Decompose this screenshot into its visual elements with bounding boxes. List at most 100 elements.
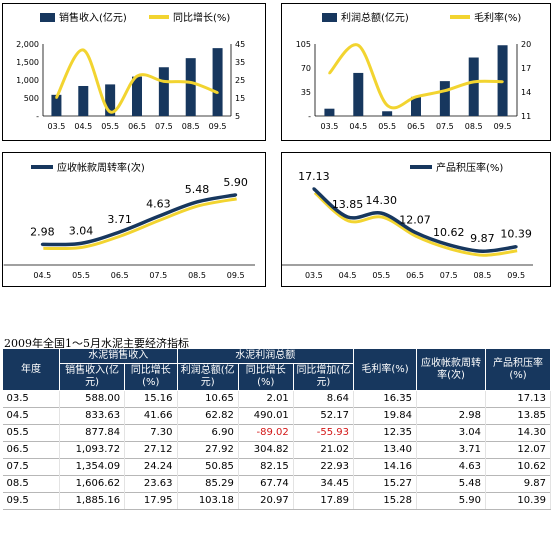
table-cell: 13.85 <box>485 407 551 425</box>
x-tick-label: 07.5 <box>155 122 173 131</box>
data-label: 12.07 <box>399 213 431 226</box>
bar <box>158 67 169 116</box>
x-tick-label: 06.5 <box>128 122 146 131</box>
line-point <box>216 91 219 94</box>
bar <box>185 58 196 116</box>
line-point <box>55 96 58 99</box>
header-year: 年度 <box>2 348 60 391</box>
y-left-tick-label: 500 <box>24 94 39 103</box>
header-sales-group: 水泥销售收入 <box>59 348 178 364</box>
data-label: 13.85 <box>332 198 364 211</box>
x-tick-label: 05.5 <box>72 271 90 280</box>
table-cell: 3.04 <box>416 424 486 442</box>
table-cell: 7.30 <box>124 424 178 442</box>
line-point <box>379 211 383 215</box>
x-tick-label: 06.5 <box>407 122 425 131</box>
legend-line-label: 产品积压率(%) <box>436 161 503 174</box>
line-point <box>385 104 389 107</box>
table-cell: 1,885.16 <box>59 492 126 510</box>
data-label: 5.90 <box>223 176 248 189</box>
year-cell: 05.5 <box>2 424 60 442</box>
data-label: 9.87 <box>470 232 495 245</box>
table-row: 09.5 1,885.16 17.95 103.18 20.97 17.89 15.28 5.… <box>2 492 551 510</box>
table-cell: 14.16 <box>353 458 417 476</box>
header-sales-revenue: 销售收入(亿元) <box>58 363 126 391</box>
y-right-tick-label: 45 <box>235 40 245 49</box>
header-gross-margin: 毛利率(%) <box>353 348 417 391</box>
table-cell: 24.24 <box>124 458 178 476</box>
legend-line-label: 同比增长(%) <box>173 11 230 24</box>
table-cell: 833.63 <box>59 407 126 425</box>
table-cell: 67.74 <box>238 475 294 493</box>
header-profit-total: 利润总额(亿元) <box>176 363 239 391</box>
bar <box>468 57 479 116</box>
table-cell: 27.12 <box>124 441 178 459</box>
line-point <box>480 249 484 253</box>
legend-bar-label: 销售收入(亿元) <box>59 11 127 24</box>
line-point <box>79 241 83 245</box>
bar <box>78 85 89 116</box>
table-cell: 5.90 <box>416 492 486 510</box>
table-cell: 41.66 <box>124 407 178 425</box>
table-cell: 34.45 <box>293 475 355 493</box>
table-cell: 10.65 <box>177 390 239 408</box>
table-cell: 14.30 <box>485 424 551 442</box>
line-point <box>414 95 418 99</box>
y-right-tick-label: 15 <box>235 94 245 103</box>
year-cell: 06.5 <box>2 441 60 459</box>
line-point <box>40 242 44 246</box>
y-left-tick-label: - <box>308 112 311 121</box>
year-cell: 07.5 <box>2 458 60 476</box>
table-row: 07.5 1,354.09 24.24 50.85 82.15 22.93 14.16 4.6… <box>2 458 551 476</box>
table-cell: 85.29 <box>177 475 239 493</box>
table-cell: 22.93 <box>293 458 355 476</box>
table-cell: 23.63 <box>124 475 178 493</box>
line-point <box>135 74 139 78</box>
legend-line-label: 毛利率(%) <box>474 11 521 24</box>
y-left-tick-label: 2,000 <box>16 40 39 49</box>
table-cell: 1,093.72 <box>59 441 126 459</box>
table-cell: 20.97 <box>238 492 294 510</box>
line-point <box>413 230 417 234</box>
data-label: 2.98 <box>30 225 55 238</box>
y-right-tick-label: 17 <box>521 64 531 73</box>
header-ar-turnover: 应收帐款周转率(次) <box>416 348 486 391</box>
table-cell: 4.63 <box>416 458 486 476</box>
table-cell: 2.01 <box>238 390 294 408</box>
line-point <box>82 48 85 52</box>
table-cell: 27.92 <box>177 441 239 459</box>
line-point <box>312 187 316 191</box>
header-inventory-rate: 产品积压率(%) <box>485 348 551 391</box>
table-caption: 2009年全国1～5月水泥主要经济指标 <box>4 337 189 350</box>
header-profit-group: 水泥利润总额 <box>176 348 355 364</box>
table-row: 03.5 588.00 15.16 10.65 2.01 8.64 16.35 17.13 <box>2 390 551 408</box>
line-point <box>514 245 518 249</box>
line-point <box>346 215 350 219</box>
bar <box>212 48 223 116</box>
line-point <box>108 110 112 114</box>
y-left-tick-label: 70 <box>301 64 311 73</box>
y-right-tick-label: 5 <box>235 112 240 121</box>
receivable-turnover-chart-svg: 应收帐款周转率(次) 04.5 05.5 06.5 07.5 08.5 09.5 2.98 3.… <box>3 161 255 280</box>
inventory-rate-chart: 产品积压率(%) 03.5 04.5 05.5 06.5 07.5 08.5 09.5 17.1… <box>281 152 551 287</box>
line-point <box>234 193 238 197</box>
data-label: 10.39 <box>500 228 531 241</box>
x-tick-label: 08.5 <box>188 271 206 280</box>
line-point <box>357 44 360 47</box>
line-point <box>472 80 475 84</box>
series-line <box>42 193 236 247</box>
x-tick-label: 09.5 <box>209 122 227 131</box>
series-line-shadow <box>313 191 518 257</box>
table-cell: 17.89 <box>293 492 355 510</box>
bar <box>105 84 116 116</box>
table-cell: 5.48 <box>416 475 486 493</box>
header-sales-growth: 同比增长(%) <box>124 363 178 391</box>
table-cell: 1,606.62 <box>59 475 126 493</box>
y-right-tick-label: 20 <box>521 40 531 49</box>
x-tick-label: 08.5 <box>474 271 492 280</box>
line-point <box>447 243 451 247</box>
table-cell: 50.85 <box>177 458 239 476</box>
x-tick-label: 03.5 <box>48 122 66 131</box>
table-cell: 15.28 <box>353 492 417 510</box>
bar <box>411 96 421 116</box>
